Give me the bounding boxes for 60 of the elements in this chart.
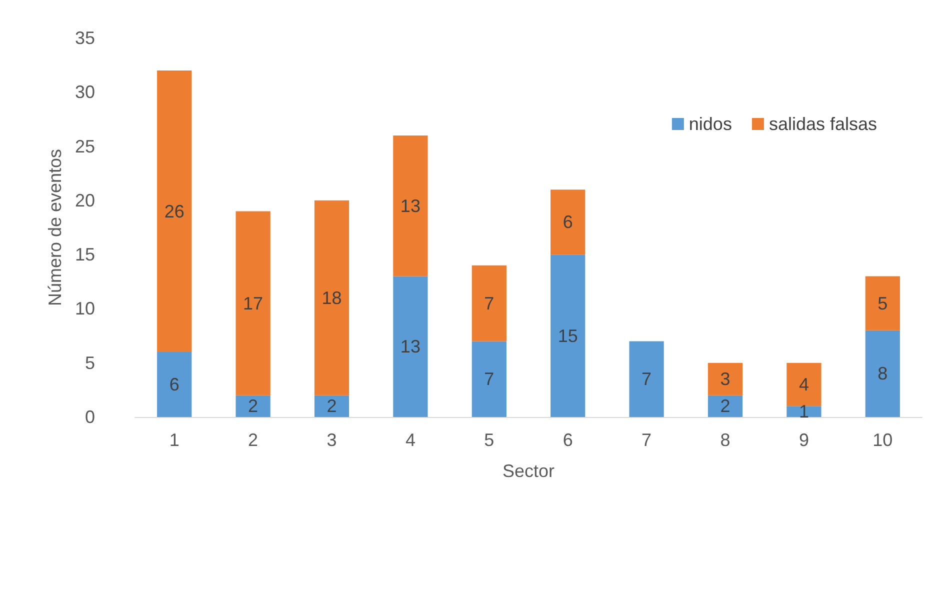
data-label: 13 — [400, 196, 420, 216]
x-tick-label: 4 — [405, 430, 416, 450]
x-tick-label: 10 — [872, 430, 893, 450]
bar — [393, 135, 428, 276]
bar — [629, 341, 664, 417]
x-tick-label: 7 — [642, 430, 652, 450]
x-tick-label: 2 — [248, 430, 258, 450]
bar — [786, 406, 822, 417]
data-label: 1 — [798, 402, 809, 422]
data-label: 3 — [720, 369, 730, 390]
y-tick-label: 5 — [84, 352, 95, 373]
data-label: 15 — [558, 326, 578, 346]
y-tick-label: 20 — [74, 190, 95, 210]
data-label: 26 — [164, 201, 184, 222]
y-tick-label: 35 — [74, 28, 95, 48]
bar — [472, 341, 506, 417]
y-tick-label: 15 — [74, 244, 95, 265]
bar — [236, 211, 270, 396]
bar — [865, 330, 900, 417]
data-label: 2 — [720, 396, 730, 416]
bar — [708, 395, 743, 417]
data-label: 8 — [878, 364, 888, 384]
y-tick-label: 30 — [74, 82, 95, 102]
bar — [314, 395, 350, 417]
data-label: 18 — [322, 288, 342, 308]
data-label: 7 — [484, 293, 494, 314]
x-tick-label: 5 — [484, 430, 494, 450]
bar — [550, 254, 586, 417]
data-label: 5 — [878, 293, 888, 314]
bar — [550, 190, 586, 255]
data-label: 17 — [243, 293, 264, 314]
bar — [314, 200, 350, 396]
x-axis-title: Sector — [502, 461, 555, 481]
y-axis-title: Número de eventos — [45, 148, 66, 306]
bar — [236, 395, 270, 417]
x-tick-label: 9 — [798, 430, 809, 450]
data-label: 7 — [642, 369, 652, 390]
y-tick-label: 25 — [74, 136, 95, 156]
x-tick-label: 1 — [169, 430, 180, 450]
data-label: 6 — [169, 374, 180, 395]
y-tick-label: 0 — [84, 407, 95, 427]
legend-label: salidas falsas — [768, 114, 878, 134]
bar — [472, 265, 506, 342]
data-label: 2 — [248, 396, 258, 416]
x-tick-label: 6 — [562, 430, 573, 450]
data-label: 6 — [562, 212, 573, 232]
bar — [708, 362, 743, 396]
bar — [157, 352, 192, 417]
data-label: 13 — [400, 336, 420, 357]
bar — [157, 70, 192, 352]
data-label: 7 — [484, 369, 494, 390]
data-label: 2 — [326, 396, 337, 416]
legend-label: nidos — [688, 114, 732, 134]
x-tick-label: 8 — [720, 430, 730, 450]
bar — [865, 276, 900, 330]
y-tick-label: 10 — [74, 298, 95, 319]
bar — [786, 362, 822, 406]
data-label: 4 — [798, 374, 809, 395]
bar — [393, 276, 428, 417]
x-tick-label: 3 — [326, 430, 337, 450]
